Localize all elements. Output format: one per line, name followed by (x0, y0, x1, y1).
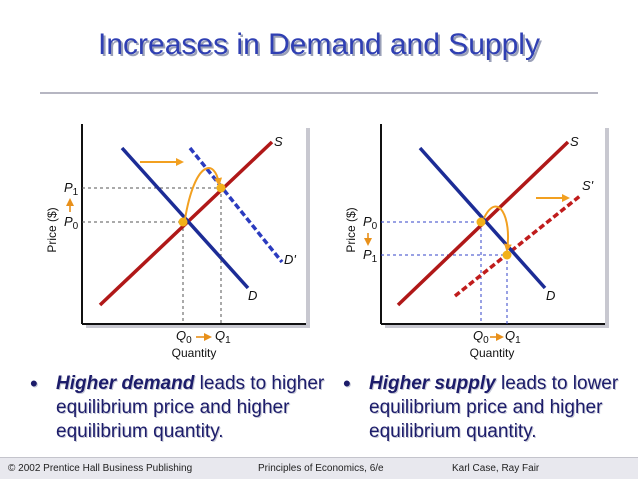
chart-left-ylabel: Price ($) (45, 207, 59, 252)
chart-left-p1-letter: P (64, 180, 73, 195)
chart-right-q1-sub: 1 (515, 335, 521, 346)
bullet-supply-rest: leads to lower equilibrium price and hig… (369, 373, 619, 442)
chart-right-equilibrium-0 (476, 217, 486, 227)
chart-right-q1-letter: Q (505, 328, 515, 343)
slide-title: Increases in Demand and Supply (98, 28, 540, 61)
chart-left-p0-label: P0 (64, 214, 79, 232)
chart-right-p0-letter: P (363, 214, 372, 229)
chart-left-p1-label: P1 (64, 180, 79, 198)
chart-right-curved-arrow (483, 205, 512, 252)
chart-right-equilibrium-1 (502, 250, 512, 260)
chart-left: S D D' P1 P0 Q0 Q1 Quantity Price ($) (45, 124, 310, 360)
chart-left-q0-label: Q0 (176, 328, 192, 346)
bullet-demand: • Higher demand leads to higher equilibr… (30, 372, 330, 452)
chart-right-label-d: D (546, 288, 555, 303)
chart-left-p0-letter: P (64, 214, 73, 229)
footer-book-title: Principles of Economics, 6/e (258, 463, 384, 474)
chart-left-xlabel: Quantity (172, 346, 217, 360)
chart-right-p1-letter: P (363, 247, 372, 262)
chart-right-p0-label: P0 (363, 214, 378, 232)
chart-left-equilibrium-0 (178, 217, 188, 227)
chart-left-p1-sub: 1 (73, 187, 79, 198)
bullet-supply-text: Higher supply leads to lower equilibrium… (369, 372, 637, 444)
chart-right-label-s-prime: S' (582, 178, 594, 193)
chart-left-label-d-prime: D' (284, 252, 296, 267)
chart-left-demand-shifted-line (188, 146, 284, 264)
chart-left-equilibrium-1 (216, 183, 226, 193)
chart-left-q0-sub: 0 (186, 335, 192, 346)
chart-right-q1-label: Q1 (505, 328, 521, 346)
bullet-demand-text: Higher demand leads to higher equilibriu… (56, 372, 326, 444)
chart-left-q0-letter: Q (176, 328, 186, 343)
footer-authors: Karl Case, Ray Fair (452, 463, 540, 474)
bullet-supply: • Higher supply leads to lower equilibri… (343, 372, 633, 452)
chart-right-p0-sub: 0 (372, 221, 378, 232)
title-underline (40, 92, 598, 94)
chart-left-q1-label: Q1 (215, 328, 231, 346)
chart-right-xlabel: Quantity (470, 346, 515, 360)
chart-left-p0-sub: 0 (73, 221, 79, 232)
chart-right-p1-sub: 1 (372, 254, 378, 265)
chart-right-p1-label: P1 (363, 247, 378, 265)
bullet-supply-highlight: Higher supply (369, 373, 496, 394)
bullet-dot: • (30, 371, 38, 396)
footer-bar: © 2002 Prentice Hall Business Publishing… (0, 457, 638, 479)
chart-right-q0-letter: Q (473, 328, 483, 343)
chart-left-label-s: S (274, 134, 283, 149)
chart-left-plot (82, 124, 306, 324)
bullet-dot: • (343, 371, 351, 396)
chart-right-q0-label: Q0 (473, 328, 489, 346)
chart-left-label-d: D (248, 288, 257, 303)
chart-right: S S' D P0 P1 Q0 Q1 Quantity Price ($) (344, 124, 609, 360)
footer-copyright: © 2002 Prentice Hall Business Publishing (8, 463, 193, 474)
bullet-demand-highlight: Higher demand (56, 373, 195, 394)
chart-left-curved-arrow (184, 167, 223, 220)
chart-right-label-s: S (570, 134, 579, 149)
chart-right-ylabel: Price ($) (344, 207, 358, 252)
bullet-demand-rest: leads to higher equilibrium price and hi… (56, 373, 325, 442)
chart-right-plot (381, 124, 605, 324)
chart-left-q1-letter: Q (215, 328, 225, 343)
chart-right-q0-sub: 0 (483, 335, 489, 346)
chart-left-q1-sub: 1 (225, 335, 231, 346)
